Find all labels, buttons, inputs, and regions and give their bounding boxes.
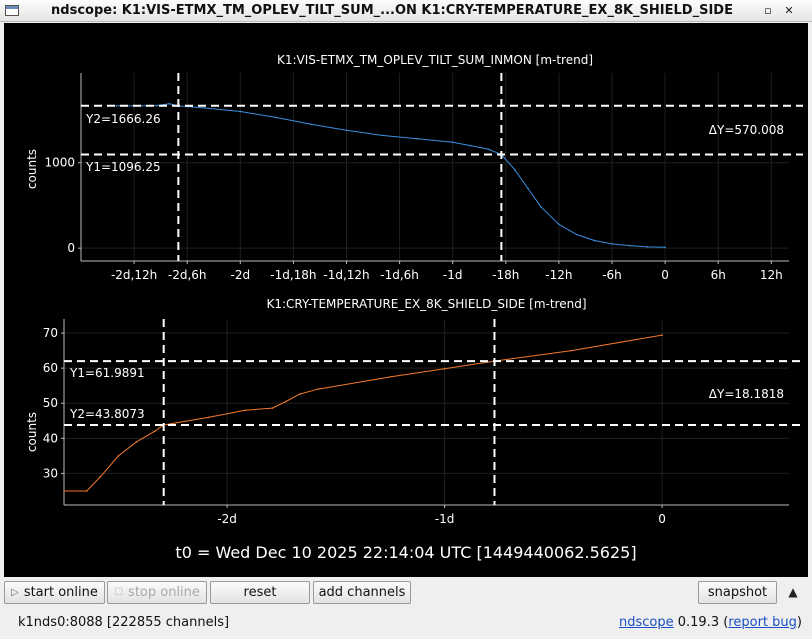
delta-y-label: ΔY=570.008	[709, 123, 784, 137]
series-line	[64, 334, 663, 492]
stop-online-button[interactable]: ☐ stop online	[107, 581, 207, 604]
data-point	[271, 407, 274, 409]
data-point	[451, 141, 454, 144]
x-tick-label: -1d	[443, 268, 463, 282]
x-tick-label: -1d	[435, 512, 455, 526]
x-tick-label: -2d	[231, 268, 251, 282]
window-titlebar: ndscope: K1:VIS-ETMX_TM_OPLEV_TILT_SUM_.…	[0, 0, 812, 22]
x-tick-label: 0	[661, 268, 669, 282]
data-point	[443, 368, 446, 370]
add-channels-button[interactable]: add channels	[313, 581, 411, 604]
data-point	[389, 376, 392, 378]
data-point	[646, 246, 649, 248]
plot-title: K1:VIS-ETMX_TM_OPLEV_TILT_SUM_INMON [m-t…	[277, 53, 593, 67]
x-tick-label: -1d,18h	[270, 268, 316, 282]
t0-label: t0 = Wed Dec 10 2025 22:14:04 UTC [14494…	[175, 543, 637, 562]
x-tick-label: -12h	[545, 268, 572, 282]
data-point	[153, 430, 156, 433]
plot-area[interactable]: K1:VIS-ETMX_TM_OPLEV_TILT_SUM_INMON [m-t…	[4, 23, 808, 577]
data-point	[85, 490, 88, 492]
plot-title: K1:CRY-TEMPERATURE_EX_8K_SHIELD_SIDE [m-…	[266, 297, 586, 311]
data-point	[345, 129, 348, 132]
data-point	[244, 409, 247, 412]
data-point	[310, 123, 312, 126]
data-point	[381, 134, 383, 137]
data-point	[168, 102, 171, 105]
reset-button[interactable]: reset	[210, 581, 310, 604]
window-menu-icon[interactable]	[5, 5, 19, 16]
start-online-label: start online	[23, 585, 98, 600]
delta-y-label: ΔY=18.1818	[709, 387, 784, 401]
data-point	[527, 187, 529, 190]
data-point	[611, 243, 613, 245]
y-tick-label: 70	[43, 326, 58, 340]
snapshot-button[interactable]: snapshot	[698, 581, 777, 604]
data-point	[316, 388, 319, 390]
data-point	[575, 233, 578, 236]
data-point	[416, 138, 419, 140]
x-tick-label: -2d,12h	[111, 268, 157, 282]
start-online-button[interactable]: ▷ start online	[4, 581, 105, 604]
toolbar: ▷ start online ☐ stop online reset add c…	[0, 579, 812, 607]
y-tick-label: 50	[43, 396, 58, 410]
data-point	[115, 105, 118, 107]
series-line	[116, 103, 666, 248]
status-bar: k1nds0:8088 [222855 channels] ndscope 0.…	[0, 608, 812, 639]
y-tick-label: 1000	[44, 156, 75, 170]
data-point	[593, 239, 596, 242]
data-point	[487, 148, 489, 150]
play-icon: ▷	[11, 587, 19, 598]
close-button[interactable]: ✕	[784, 4, 794, 17]
report-bug-link[interactable]: report bug	[728, 615, 797, 630]
data-point	[117, 455, 120, 457]
x-tick-label: -1d,6h	[380, 268, 419, 282]
minimize-button[interactable]: ▫	[764, 4, 772, 17]
x-tick-label: 12h	[760, 268, 783, 282]
data-point	[285, 400, 287, 403]
x-tick-label: -2d,6h	[168, 268, 207, 282]
plots-canvas[interactable]: K1:VIS-ETMX_TM_OPLEV_TILT_SUM_INMON [m-t…	[4, 23, 808, 577]
data-point	[661, 334, 663, 336]
data-point	[239, 110, 242, 113]
data-point	[274, 116, 277, 119]
y-tick-label: 30	[43, 466, 58, 480]
x-tick-label: -18h	[492, 268, 519, 282]
data-point	[540, 206, 542, 208]
data-point	[204, 107, 206, 109]
y-tick-label: 0	[67, 241, 75, 255]
data-point	[558, 223, 560, 226]
cursor-y1-label: Y1=61.9891	[69, 366, 145, 380]
cursor-y2-label: Y2=43.8073	[69, 407, 145, 421]
data-point	[99, 476, 102, 478]
cursor-y1-label: Y1=1096.25	[85, 160, 161, 174]
x-tick-label: 6h	[711, 268, 726, 282]
data-point	[628, 244, 631, 247]
y-tick-label: 60	[43, 361, 58, 375]
data-point	[513, 168, 516, 171]
data-point	[155, 104, 158, 107]
cursor-y2-label: Y2=1666.26	[85, 112, 161, 126]
stop-icon: ☐	[114, 587, 124, 598]
data-point	[469, 144, 472, 147]
data-point	[208, 416, 210, 419]
data-point	[63, 490, 65, 492]
expand-arrow-icon[interactable]: ▲	[788, 585, 798, 599]
version-label: 0.19.3	[677, 615, 720, 630]
x-tick-label: -2d	[217, 512, 237, 526]
data-point	[664, 246, 666, 249]
data-point	[135, 441, 138, 443]
server-status: k1nds0:8088 [222855 channels]	[18, 615, 230, 630]
x-tick-label: 0	[658, 512, 666, 526]
version-info: ndscope 0.19.3 (report bug)	[618, 615, 802, 630]
window-title: ndscope: K1:VIS-ETMX_TM_OPLEV_TILT_SUM_.…	[51, 3, 733, 18]
y-axis-label: counts	[25, 412, 39, 452]
ndscope-link[interactable]: ndscope	[618, 615, 674, 630]
data-point	[570, 349, 573, 352]
x-tick-label: -1d,12h	[323, 268, 369, 282]
y-tick-label: 40	[43, 431, 58, 445]
y-axis-label: counts	[25, 149, 39, 189]
stop-online-label: stop online	[128, 585, 200, 600]
data-point	[298, 393, 301, 395]
x-tick-label: -6h	[602, 268, 622, 282]
